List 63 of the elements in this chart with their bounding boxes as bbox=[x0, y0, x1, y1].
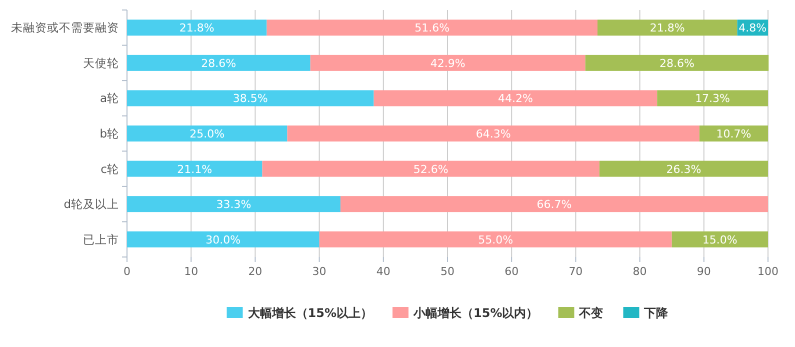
bar bbox=[599, 160, 768, 177]
bar bbox=[262, 160, 600, 177]
data-label: 30.0% bbox=[206, 233, 241, 246]
x-tick-label: 40 bbox=[376, 265, 390, 278]
y-tick-label: d轮及以上 bbox=[64, 197, 119, 212]
data-label: 33.3% bbox=[216, 198, 252, 212]
x-tick-label: 50 bbox=[440, 265, 454, 278]
x-tick-label: 100 bbox=[758, 265, 778, 278]
x-tick-label: 30 bbox=[312, 265, 326, 278]
data-label: 10.7% bbox=[716, 128, 752, 140]
bar bbox=[127, 126, 288, 142]
data-label: 44.2% bbox=[498, 92, 533, 106]
data-label: 28.6% bbox=[201, 56, 236, 70]
data-label: 17.3% bbox=[695, 92, 730, 106]
x-tick-label: 20 bbox=[248, 265, 262, 278]
x-tick-label: 60 bbox=[504, 265, 519, 278]
legend-label: 小幅增长（15%以内） bbox=[412, 306, 538, 320]
legend-label: 下降 bbox=[643, 306, 670, 320]
bar bbox=[287, 126, 700, 142]
bar bbox=[597, 20, 738, 36]
bar bbox=[374, 90, 658, 106]
data-label: 21.8% bbox=[179, 22, 214, 35]
data-label: 21.1% bbox=[177, 162, 212, 176]
bar bbox=[127, 20, 267, 36]
y-tick-label: 未融资或不需要融资 bbox=[11, 20, 119, 35]
y-tick-label: 天使轮 bbox=[83, 56, 119, 70]
bar bbox=[310, 54, 586, 71]
x-tick-label: 80 bbox=[632, 265, 647, 278]
x-tick-label: 70 bbox=[568, 265, 583, 278]
data-label: 64.3% bbox=[476, 128, 511, 140]
bar bbox=[127, 90, 374, 106]
bar bbox=[340, 196, 768, 212]
y-tick-label: a轮 bbox=[100, 91, 119, 106]
data-label: 55.0% bbox=[478, 233, 514, 246]
bar bbox=[127, 231, 320, 248]
data-label: 15.0% bbox=[702, 233, 738, 246]
x-tick-label: 10 bbox=[184, 265, 198, 278]
x-tick-label: 90 bbox=[696, 265, 711, 278]
data-label: 38.5% bbox=[232, 92, 268, 106]
legend-label: 大幅增长（15%以上） bbox=[248, 306, 372, 320]
data-label: 66.7% bbox=[536, 198, 572, 212]
data-label: 4.8% bbox=[738, 22, 767, 35]
data-label: 28.6% bbox=[660, 56, 694, 70]
data-label: 21.8% bbox=[650, 22, 685, 35]
bar bbox=[699, 126, 768, 142]
data-label: 51.6% bbox=[414, 22, 450, 35]
legend-label: 不变 bbox=[578, 306, 604, 320]
data-label: 26.3% bbox=[666, 162, 702, 176]
bar bbox=[657, 90, 768, 106]
data-label: 25.0% bbox=[190, 128, 225, 140]
x-tick-label: 0 bbox=[124, 265, 130, 278]
bar bbox=[127, 160, 262, 177]
y-tick-label: c轮 bbox=[100, 162, 119, 176]
bar bbox=[585, 54, 769, 71]
data-label: 52.6% bbox=[413, 162, 448, 176]
data-label: 42.9% bbox=[430, 56, 466, 70]
y-tick-label: b轮 bbox=[100, 126, 119, 140]
bar bbox=[672, 231, 768, 248]
y-tick-label: 已上市 bbox=[83, 232, 119, 246]
bar bbox=[127, 196, 340, 212]
bar bbox=[266, 20, 598, 36]
bar bbox=[127, 54, 310, 71]
bar bbox=[319, 231, 672, 248]
